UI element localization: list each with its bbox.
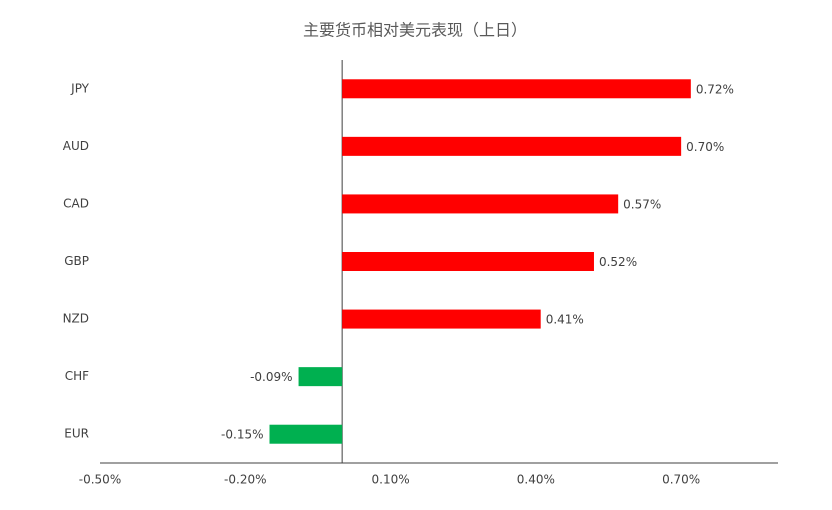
bar	[342, 252, 594, 271]
bar	[342, 194, 619, 214]
y-tick-label: EUR	[64, 427, 89, 441]
x-tick-label: 0.70%	[662, 473, 700, 487]
data-label: 0.72%	[696, 82, 734, 96]
bar	[342, 79, 691, 99]
x-tick-label: 0.10%	[372, 473, 410, 487]
bar	[269, 424, 343, 444]
y-tick-label: JPY	[70, 81, 90, 95]
x-tick-label: -0.20%	[224, 473, 266, 487]
bar	[342, 309, 541, 329]
bar	[298, 367, 343, 387]
y-tick-label: NZD	[63, 312, 89, 326]
data-label: 0.57%	[623, 197, 661, 211]
y-tick-label: GBP	[64, 254, 89, 268]
chart-title: 主要货币相对美元表现（上日）	[303, 21, 527, 40]
y-tick-label: CHF	[65, 369, 89, 383]
data-label: 0.52%	[599, 255, 637, 269]
data-label: 0.41%	[546, 313, 584, 327]
bar	[342, 136, 682, 156]
x-tick-label: -0.50%	[79, 473, 121, 487]
x-tick-label: 0.40%	[517, 473, 555, 487]
y-tick-label: AUD	[63, 139, 89, 153]
data-label: 0.70%	[686, 140, 724, 154]
data-label: -0.09%	[250, 370, 292, 384]
data-label: -0.15%	[221, 428, 263, 442]
y-tick-label: CAD	[63, 196, 89, 210]
